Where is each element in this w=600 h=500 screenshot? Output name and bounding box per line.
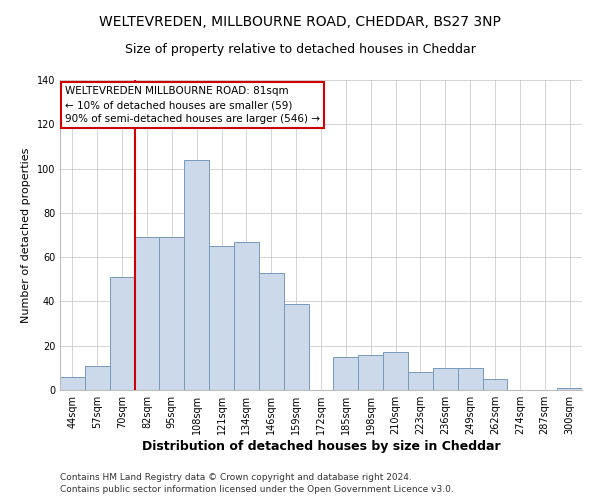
Bar [184,160,209,390]
Text: Size of property relative to detached houses in Cheddar: Size of property relative to detached ho… [125,42,475,56]
Bar [433,368,458,390]
X-axis label: Distribution of detached houses by size in Cheddar: Distribution of detached houses by size … [142,440,500,453]
Text: Contains HM Land Registry data © Crown copyright and database right 2024.: Contains HM Land Registry data © Crown c… [60,472,412,482]
Bar [557,388,582,390]
Bar [134,237,160,390]
Bar [85,366,110,390]
Bar [383,352,408,390]
Bar [458,368,482,390]
Text: WELTEVREDEN, MILLBOURNE ROAD, CHEDDAR, BS27 3NP: WELTEVREDEN, MILLBOURNE ROAD, CHEDDAR, B… [99,15,501,29]
Bar [259,272,284,390]
Bar [60,376,85,390]
Bar [358,354,383,390]
Bar [408,372,433,390]
Y-axis label: Number of detached properties: Number of detached properties [21,148,31,322]
Bar [234,242,259,390]
Text: Contains public sector information licensed under the Open Government Licence v3: Contains public sector information licen… [60,485,454,494]
Text: WELTEVREDEN MILLBOURNE ROAD: 81sqm
← 10% of detached houses are smaller (59)
90%: WELTEVREDEN MILLBOURNE ROAD: 81sqm ← 10%… [65,86,320,124]
Bar [110,277,134,390]
Bar [284,304,308,390]
Bar [160,237,184,390]
Bar [209,246,234,390]
Bar [482,379,508,390]
Bar [334,357,358,390]
